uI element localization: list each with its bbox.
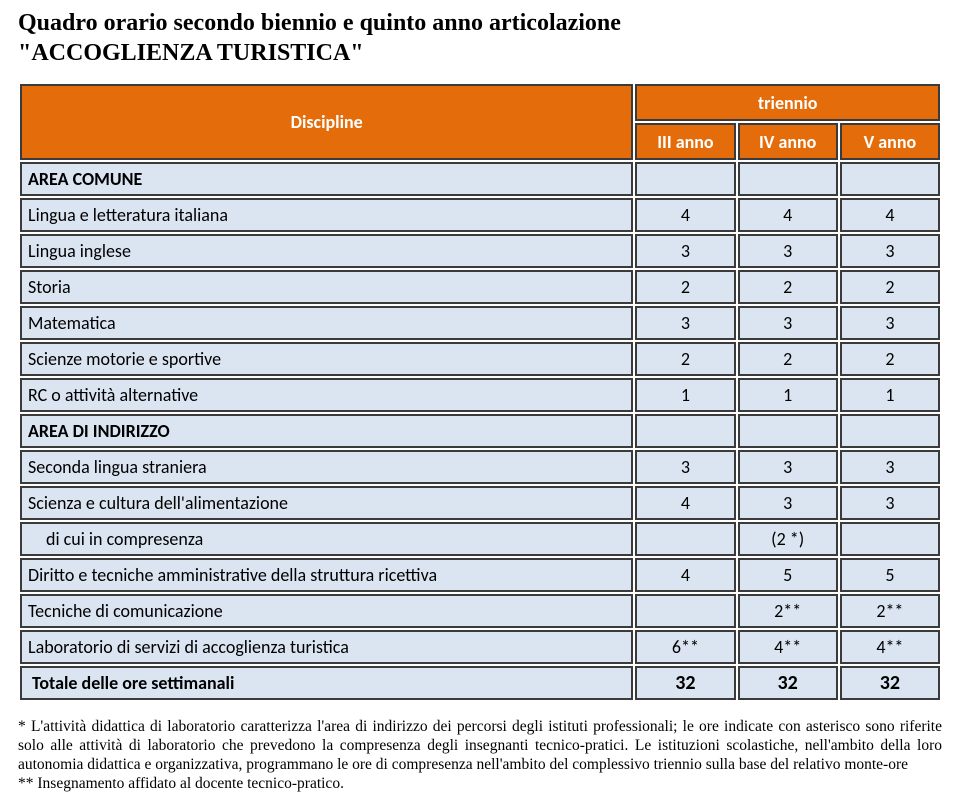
row-value: 2 <box>635 342 735 376</box>
row-label: AREA COMUNE <box>20 162 633 196</box>
row-value: 3 <box>738 450 838 484</box>
header-year-4: IV anno <box>738 123 838 160</box>
header-year-5: V anno <box>840 123 940 160</box>
title-line-1: Quadro orario secondo biennio e quinto a… <box>18 10 621 36</box>
row-value <box>840 522 940 556</box>
table-row: Scienza e cultura dell'alimentazione433 <box>20 486 940 520</box>
row-label: AREA DI INDIRIZZO <box>20 414 633 448</box>
total-val-5: 32 <box>840 666 940 700</box>
row-value: 2** <box>840 594 940 628</box>
row-value <box>635 594 735 628</box>
row-value: 4 <box>738 198 838 232</box>
total-val-4: 32 <box>738 666 838 700</box>
table-row: Matematica333 <box>20 306 940 340</box>
table-row: Scienze motorie e sportive222 <box>20 342 940 376</box>
row-value: 3 <box>840 234 940 268</box>
row-value: 1 <box>635 378 735 412</box>
row-value <box>840 162 940 196</box>
timetable: Discipline triennio III anno IV anno V a… <box>18 82 942 702</box>
row-value: 3 <box>738 486 838 520</box>
row-value: 4** <box>840 630 940 664</box>
row-value: 3 <box>738 306 838 340</box>
row-value: 4 <box>635 198 735 232</box>
table-row: Laboratorio di servizi di accoglienza tu… <box>20 630 940 664</box>
row-value <box>635 414 735 448</box>
row-value <box>840 414 940 448</box>
row-value <box>635 522 735 556</box>
title-line-2: "ACCOGLIENZA TURISTICA" <box>18 40 364 66</box>
header-year-3: III anno <box>635 123 735 160</box>
row-label: Lingua e letteratura italiana <box>20 198 633 232</box>
row-value: 2 <box>840 270 940 304</box>
row-value: 5 <box>738 558 838 592</box>
row-value: 3 <box>840 486 940 520</box>
footnotes: * L'attività didattica di laboratorio ca… <box>18 718 942 794</box>
footnote-2: ** Insegnamento affidato al docente tecn… <box>18 775 344 792</box>
row-value: 2 <box>840 342 940 376</box>
table-row: Storia222 <box>20 270 940 304</box>
table-row: Tecniche di comunicazione 2**2** <box>20 594 940 628</box>
total-val-3: 32 <box>635 666 735 700</box>
row-value: 4 <box>635 486 735 520</box>
row-label: Scienza e cultura dell'alimentazione <box>20 486 633 520</box>
row-value: 5 <box>840 558 940 592</box>
row-value: 4** <box>738 630 838 664</box>
row-label: Storia <box>20 270 633 304</box>
row-value: 4 <box>840 198 940 232</box>
row-label: Tecniche di comunicazione <box>20 594 633 628</box>
footnote-1: * L'attività didattica di laboratorio ca… <box>18 718 942 773</box>
row-value: 3 <box>738 234 838 268</box>
row-value: 2 <box>635 270 735 304</box>
total-row: Totale delle ore settimanali 32 32 32 <box>20 666 940 700</box>
row-label: Lingua inglese <box>20 234 633 268</box>
row-label: Diritto e tecniche amministrative della … <box>20 558 633 592</box>
row-value: 6** <box>635 630 735 664</box>
row-value: 3 <box>840 306 940 340</box>
header-discipline: Discipline <box>20 84 633 160</box>
row-value: 2** <box>738 594 838 628</box>
row-value: 3 <box>635 450 735 484</box>
row-value: (2 *) <box>738 522 838 556</box>
row-label: Seconda lingua straniera <box>20 450 633 484</box>
table-row: Seconda lingua straniera333 <box>20 450 940 484</box>
row-label: di cui in compresenza <box>20 522 633 556</box>
row-value: 3 <box>635 234 735 268</box>
total-label: Totale delle ore settimanali <box>20 666 633 700</box>
table-body: AREA COMUNELingua e letteratura italiana… <box>20 162 940 664</box>
row-value: 3 <box>840 450 940 484</box>
row-label: Laboratorio di servizi di accoglienza tu… <box>20 630 633 664</box>
row-label: Matematica <box>20 306 633 340</box>
row-value: 1 <box>738 378 838 412</box>
table-row: Lingua inglese333 <box>20 234 940 268</box>
table-row: AREA COMUNE <box>20 162 940 196</box>
header-triennio: triennio <box>635 84 940 121</box>
row-value <box>738 162 838 196</box>
row-value: 4 <box>635 558 735 592</box>
row-value: 1 <box>840 378 940 412</box>
table-row: di cui in compresenza (2 *) <box>20 522 940 556</box>
table-row: Diritto e tecniche amministrative della … <box>20 558 940 592</box>
row-value <box>635 162 735 196</box>
row-value <box>738 414 838 448</box>
table-row: AREA DI INDIRIZZO <box>20 414 940 448</box>
table-row: Lingua e letteratura italiana444 <box>20 198 940 232</box>
row-value: 2 <box>738 270 838 304</box>
row-label: Scienze motorie e sportive <box>20 342 633 376</box>
row-value: 2 <box>738 342 838 376</box>
row-value: 3 <box>635 306 735 340</box>
page-title: Quadro orario secondo biennio e quinto a… <box>18 8 942 68</box>
row-label: RC o attività alternative <box>20 378 633 412</box>
table-row: RC o attività alternative111 <box>20 378 940 412</box>
